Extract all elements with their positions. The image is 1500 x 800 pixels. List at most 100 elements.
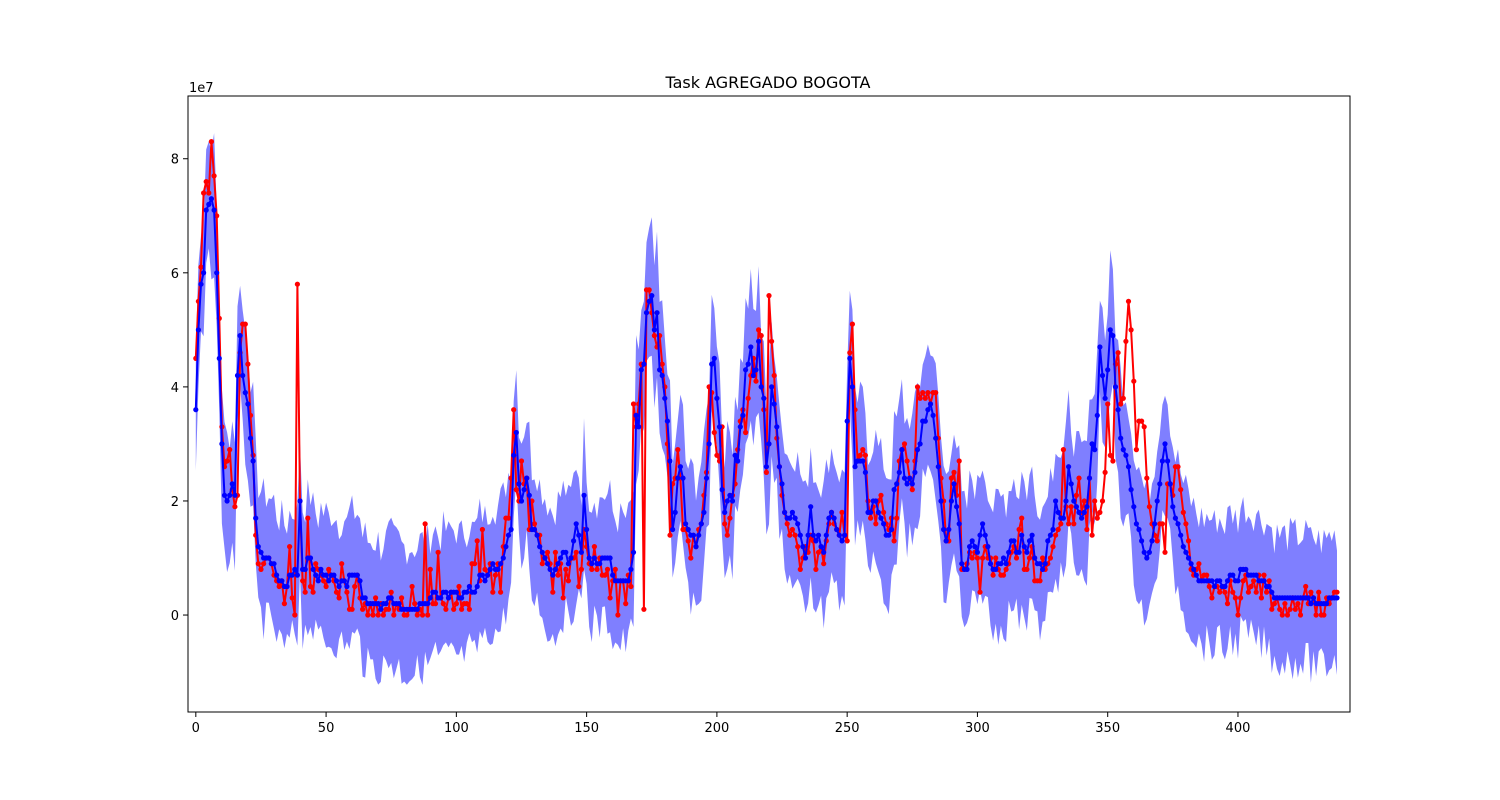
predicted-series-point <box>917 441 923 447</box>
predicted-series-point <box>1063 498 1069 504</box>
predicted-series-point <box>1178 532 1184 538</box>
actual-series-point <box>518 458 525 464</box>
predicted-series-point <box>1209 578 1215 584</box>
predicted-series-point <box>649 293 655 299</box>
y-tick-label: 4 <box>171 381 179 396</box>
predicted-series-point <box>313 572 319 578</box>
actual-series-point <box>1238 595 1244 601</box>
plot-area <box>193 133 1340 685</box>
predicted-series-point <box>326 578 332 584</box>
predicted-series-point <box>1050 526 1056 533</box>
predicted-series-point <box>735 458 741 464</box>
predicted-series-point <box>1107 327 1113 333</box>
actual-series-point <box>1146 504 1152 510</box>
predicted-series-point <box>737 424 743 430</box>
predicted-series-point <box>630 549 637 555</box>
predicted-series-point <box>677 464 684 470</box>
predicted-series-point <box>1026 538 1033 544</box>
predicted-series-point <box>1144 555 1150 561</box>
predicted-series-point <box>657 367 663 373</box>
predicted-series-point <box>555 561 561 567</box>
predicted-series-point <box>672 509 678 515</box>
predicted-series-point <box>1128 487 1134 493</box>
predicted-series-point <box>680 475 686 481</box>
actual-series-point <box>1279 612 1285 618</box>
actual-series-point <box>310 589 316 595</box>
actual-series-point <box>714 452 720 458</box>
x-tick-label: 350 <box>1095 721 1120 736</box>
predicted-series-point <box>1162 441 1168 447</box>
predicted-series-point <box>873 498 879 504</box>
predicted-series-point <box>1167 481 1173 487</box>
actual-series-point <box>1094 515 1100 521</box>
predicted-series-point <box>912 469 918 475</box>
predicted-series-point <box>1185 555 1192 561</box>
actual-series-point <box>1060 447 1066 453</box>
actual-series-point <box>258 566 264 573</box>
actual-series-point <box>1287 606 1293 612</box>
actual-series-point <box>771 372 777 379</box>
actual-series-point <box>948 475 955 481</box>
predicted-series-point <box>294 572 300 578</box>
predicted-series-point <box>1000 555 1007 561</box>
actual-series-point <box>214 213 220 219</box>
predicted-series-point <box>1175 521 1181 527</box>
predicted-series-point <box>255 544 261 550</box>
predicted-series-point <box>245 401 251 407</box>
predicted-series-point <box>472 589 478 595</box>
actual-series-point <box>464 601 470 607</box>
predicted-series-point <box>719 487 725 493</box>
predicted-series-point <box>227 492 233 498</box>
predicted-series-point <box>539 549 545 555</box>
predicted-series-point <box>698 521 704 527</box>
actual-series-point <box>227 447 233 453</box>
predicted-series-point <box>1115 407 1121 413</box>
predicted-series-point <box>670 526 676 533</box>
predicted-series-point <box>795 521 801 527</box>
actual-series-point <box>1222 589 1228 595</box>
predicted-series-point <box>740 412 746 418</box>
actual-series-point <box>1261 572 1267 578</box>
predicted-series-point <box>534 532 540 538</box>
predicted-series-point <box>432 589 439 595</box>
actual-series-point <box>1003 566 1009 573</box>
predicted-series-point <box>748 344 754 350</box>
predicted-series-point <box>1261 578 1267 584</box>
actual-series-point <box>550 589 556 595</box>
predicted-series-point <box>565 561 572 567</box>
actual-series-point <box>1107 452 1113 458</box>
actual-series-point <box>792 532 798 538</box>
predicted-series-point <box>625 578 631 584</box>
actual-series-point <box>1334 589 1340 595</box>
predicted-series-point <box>1032 555 1038 561</box>
plot-frame <box>187 95 1351 713</box>
actual-series-point <box>365 612 371 618</box>
actual-series-point <box>844 538 850 544</box>
actual-series-point <box>789 526 796 533</box>
actual-series-point <box>388 589 394 595</box>
predicted-series-point <box>815 532 822 538</box>
actual-series-point <box>745 395 751 401</box>
actual-series-point <box>868 515 874 521</box>
actual-series-point <box>974 555 981 561</box>
predicted-series-point <box>1123 452 1129 458</box>
predicted-series-point <box>1222 583 1228 590</box>
actual-series-point <box>1016 526 1022 533</box>
actual-series-point <box>245 361 251 367</box>
predicted-series-point <box>797 532 803 538</box>
actual-series-point <box>292 612 298 618</box>
predicted-series-point <box>914 447 921 453</box>
actual-series-point <box>511 407 517 413</box>
predicted-series-point <box>836 532 842 538</box>
actual-series-point <box>1024 566 1030 573</box>
actual-series-point <box>1105 401 1111 407</box>
predicted-series-point <box>943 538 949 544</box>
actual-series-point <box>922 395 928 401</box>
actual-series-point <box>1178 487 1184 493</box>
predicted-series-point <box>1079 515 1085 521</box>
actual-series-point <box>651 333 658 339</box>
predicted-series-point <box>886 532 892 538</box>
actual-series-point <box>894 515 900 521</box>
predicted-series-point <box>899 447 905 453</box>
predicted-series-point <box>756 338 762 344</box>
